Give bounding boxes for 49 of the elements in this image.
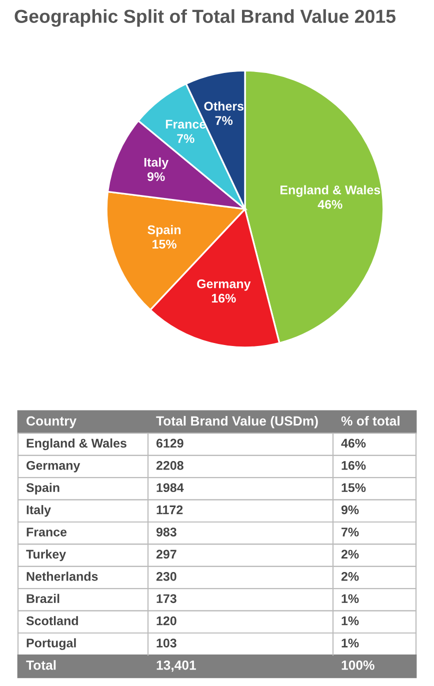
slice-label: England & Wales [280,185,380,197]
category-label: Spain [26,482,60,495]
slice-label: France [166,120,206,129]
data-label: 983 [156,528,176,536]
slice-label: Germany [197,279,251,291]
text: % of total [341,416,400,426]
category-label: France [26,528,67,536]
data-label: 297 [156,550,176,559]
data-label: 9% [147,172,165,182]
category-label: Netherlands [26,572,98,581]
data-label: 7% [177,134,194,143]
text: Country [26,416,77,428]
chart-title: Geographic Split of Total Brand Value 2015 [14,9,396,27]
data-label: 2% [341,550,359,559]
category-label: Turkey [26,549,66,562]
data-label: 9% [341,505,359,514]
data-label: 1984 [156,483,184,492]
slice-label: Italy [144,158,169,170]
data-label: 1% [342,594,359,604]
data-label: 1172 [156,505,183,514]
category-label: Italy [26,505,51,517]
category-label: England & Wales [26,438,126,450]
text: 13,401 [156,660,196,672]
data-label: 1% [342,638,359,648]
data-label: 230 [156,572,176,581]
data-label: 2208 [156,461,184,470]
data-label: 173 [156,594,176,604]
slice-label: Others [204,101,244,111]
data-label: 46% [318,200,342,209]
text: Total [26,660,56,670]
data-label: 2% [341,572,359,581]
slice-label: Spain [148,225,181,237]
data-label: 46% [341,438,366,448]
category-label: Portugal [26,638,76,650]
text: 100% [342,660,374,670]
category-label: Germany [26,461,80,472]
data-label: 1% [342,616,359,626]
data-label: 16% [212,294,236,303]
category-label: Brazil [26,594,60,604]
data-label: 15% [152,240,176,249]
data-label: 7% [215,116,233,125]
data-label: 16% [342,461,366,470]
data-label: 103 [156,638,176,648]
category-label: Scotland [26,616,78,626]
data-label: 7% [342,528,359,536]
data-label: 120 [156,616,176,626]
data-label: 15% [342,483,366,492]
data-label: 6129 [156,438,184,448]
series-label: Total Brand Value (USDm) [156,416,318,428]
